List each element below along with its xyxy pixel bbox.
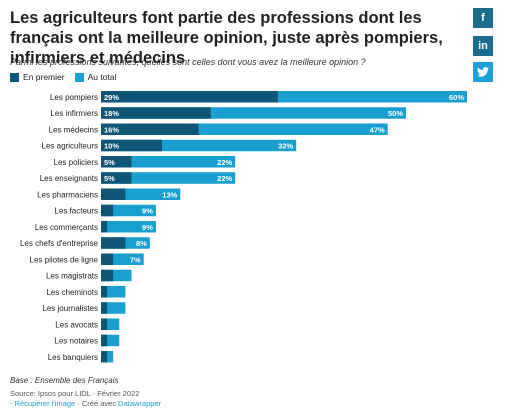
created-with-text: · Créé avec xyxy=(75,399,119,408)
data-label-au-total: 13% xyxy=(162,190,177,199)
bar-au-total xyxy=(101,91,467,103)
bar-en-premier xyxy=(101,188,126,200)
bar-au-total xyxy=(101,204,156,217)
data-label-en-premier: 16% xyxy=(104,125,119,134)
data-label-au-total: 22% xyxy=(217,174,232,183)
data-label-en-premier: 29% xyxy=(104,93,119,102)
bar-en-premier xyxy=(101,269,114,282)
facebook-icon: f xyxy=(481,12,485,24)
category-label: Les médecins xyxy=(49,125,98,134)
bar-au-total xyxy=(101,286,126,298)
data-label-au-total: 7% xyxy=(130,255,141,264)
bar-au-total xyxy=(101,156,236,168)
bar-au-total xyxy=(101,172,236,184)
data-label-au-total: 9% xyxy=(142,223,153,232)
bar-au-total xyxy=(101,269,132,282)
bar-au-total xyxy=(101,221,156,233)
category-label: Les pilotes de ligne xyxy=(30,255,99,264)
legend-swatch-au-total xyxy=(74,72,84,82)
bar-en-premier xyxy=(101,204,114,217)
bar-au-total xyxy=(101,253,144,265)
data-label-au-total: 60% xyxy=(449,93,464,102)
datawrapper-link[interactable]: Datawrapper xyxy=(118,399,162,408)
bar-en-premier xyxy=(101,253,114,265)
legend-label-au-total: Au total xyxy=(87,72,117,82)
bar-au-total xyxy=(101,302,126,314)
bar-en-premier xyxy=(101,286,108,298)
footer-base: Base : Ensemble des Français xyxy=(10,376,119,385)
bar-en-premier xyxy=(101,139,162,152)
category-label: Les agriculteurs xyxy=(42,142,98,151)
footer-source: Source: Ipsos pour LIDL · Février 2022 xyxy=(10,389,140,398)
category-label: Les policiers xyxy=(54,158,98,167)
data-label-au-total: 32% xyxy=(278,142,293,151)
data-label-au-total: 47% xyxy=(370,125,385,134)
category-label: Les journalistes xyxy=(42,304,98,313)
category-label: Les notaires xyxy=(54,337,98,346)
bar-chart: Les pompiers 29% 60% Les infirmiers 18% 50% Le… xyxy=(20,91,467,363)
bar-au-total xyxy=(101,139,297,152)
legend-swatch-en-premier xyxy=(10,72,19,82)
download-image-link[interactable]: - Récupérer l'image xyxy=(10,399,76,408)
category-label: Les cheminots xyxy=(46,288,98,297)
category-label: Les magistrats xyxy=(46,272,98,281)
bar-en-premier xyxy=(101,351,108,363)
facebook-share-button[interactable]: f xyxy=(473,8,493,28)
data-label-en-premier: 10% xyxy=(104,142,119,151)
category-label: Les chefs d'entreprise xyxy=(20,239,99,248)
legend-label-en-premier: En premier xyxy=(23,72,65,82)
data-label-au-total: 8% xyxy=(136,239,147,248)
bar-au-total xyxy=(101,107,406,119)
linkedin-share-button[interactable]: in xyxy=(473,36,493,56)
chart-title: Les agriculteurs font partie des profess… xyxy=(10,9,443,67)
bar-en-premier xyxy=(101,334,108,347)
chart-subtitle: Parmi les professions suivantes, quelles… xyxy=(10,57,366,67)
bar-au-total xyxy=(101,123,388,135)
bar-au-total xyxy=(101,188,181,200)
category-label: Les facteurs xyxy=(54,207,98,216)
data-label-en-premier: 5% xyxy=(104,158,115,167)
legend-item-en-premier: En premier xyxy=(10,72,65,82)
data-label-au-total: 50% xyxy=(388,109,403,118)
bar-en-premier xyxy=(101,123,199,135)
bar-en-premier xyxy=(101,237,126,249)
data-label-au-total: 22% xyxy=(217,158,232,167)
category-label: Les avocats xyxy=(55,320,98,329)
bar-en-premier xyxy=(101,302,108,314)
bar-au-total xyxy=(101,334,120,347)
category-label: Les infirmiers xyxy=(50,109,98,118)
bar-en-premier xyxy=(101,91,278,103)
data-label-en-premier: 18% xyxy=(104,109,119,118)
twitter-share-button[interactable] xyxy=(473,62,493,82)
data-label-au-total: 9% xyxy=(142,207,153,216)
category-label: Les commerçants xyxy=(35,223,98,232)
twitter-icon xyxy=(477,67,489,77)
bar-en-premier xyxy=(101,172,132,184)
legend: En premier Au total xyxy=(10,72,116,82)
bar-en-premier xyxy=(101,318,108,330)
category-label: Les banquiers xyxy=(48,353,98,362)
bar-en-premier xyxy=(101,221,108,233)
legend-item-au-total: Au total xyxy=(74,72,117,82)
bar-au-total xyxy=(101,318,120,330)
bar-en-premier xyxy=(101,107,211,119)
footer-links: - Récupérer l'image · Créé avec Datawrap… xyxy=(10,399,161,408)
category-label: Les pharmaciens xyxy=(37,190,98,199)
category-label: Les enseignants xyxy=(40,174,98,183)
data-label-en-premier: 5% xyxy=(104,174,115,183)
linkedin-icon: in xyxy=(478,40,488,52)
bar-en-premier xyxy=(101,156,132,168)
category-label: Les pompiers xyxy=(50,93,98,102)
